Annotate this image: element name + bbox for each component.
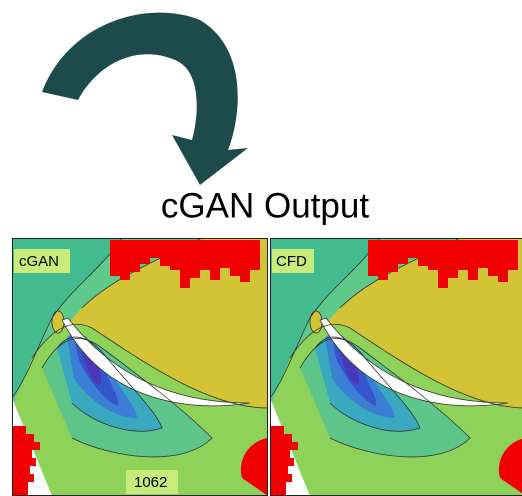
annotation: 1062 bbox=[134, 474, 167, 491]
figure-title: cGAN Output bbox=[161, 186, 369, 225]
figure: cGAN Output cGAN CFD 1062 bbox=[0, 0, 522, 496]
cfd-field bbox=[270, 238, 522, 496]
cgan-field bbox=[12, 238, 268, 496]
panel-label: cGAN bbox=[19, 253, 59, 270]
panel-label: CFD bbox=[276, 253, 307, 270]
curved-arrow bbox=[42, 13, 248, 185]
